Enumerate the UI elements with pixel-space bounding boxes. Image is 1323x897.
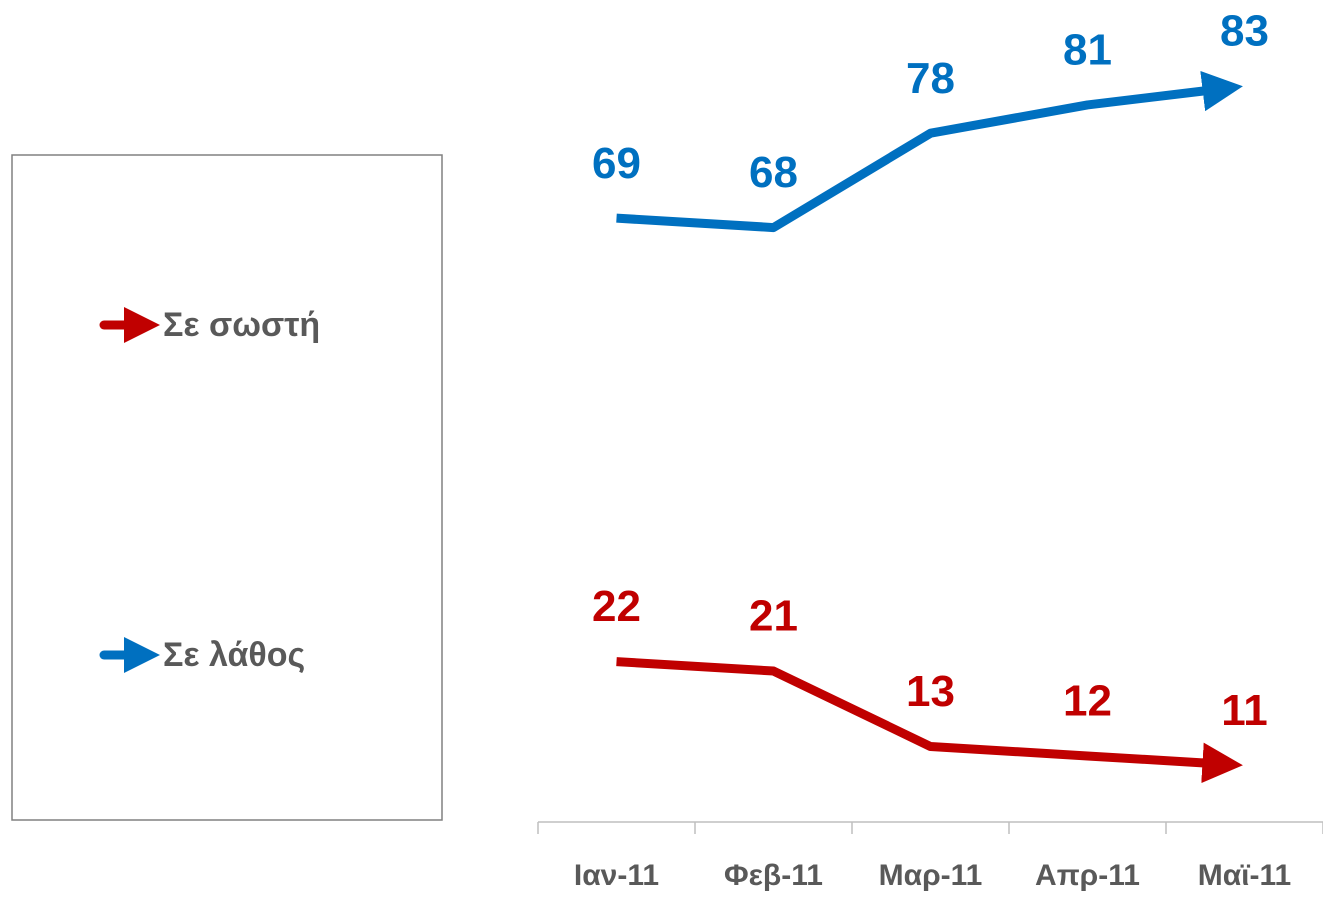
data-label: 78 xyxy=(906,54,955,103)
x-tick-label: Φεβ-11 xyxy=(724,859,823,892)
data-label: 12 xyxy=(1063,677,1112,726)
legend-arrow xyxy=(124,307,160,343)
data-label: 69 xyxy=(592,139,641,188)
data-label: 81 xyxy=(1063,26,1112,75)
x-tick-label: Μαϊ-11 xyxy=(1198,859,1291,892)
data-label: 68 xyxy=(749,148,798,197)
series-line xyxy=(616,70,1243,233)
x-tick-label: Απρ-11 xyxy=(1035,859,1140,892)
data-label: 11 xyxy=(1221,686,1268,735)
x-tick-label: Μαρ-11 xyxy=(879,859,983,892)
legend-arrow xyxy=(124,637,160,673)
x-tick-label: Ιαν-11 xyxy=(574,859,659,892)
legend-label: Σε σωστή xyxy=(163,306,320,344)
data-label: 21 xyxy=(749,592,798,641)
legend-label: Σε λάθος xyxy=(163,636,305,674)
legend-box xyxy=(11,154,443,821)
data-label: 83 xyxy=(1220,7,1269,56)
data-label: 13 xyxy=(906,667,955,716)
series-line xyxy=(616,657,1243,784)
data-label: 22 xyxy=(592,582,641,631)
